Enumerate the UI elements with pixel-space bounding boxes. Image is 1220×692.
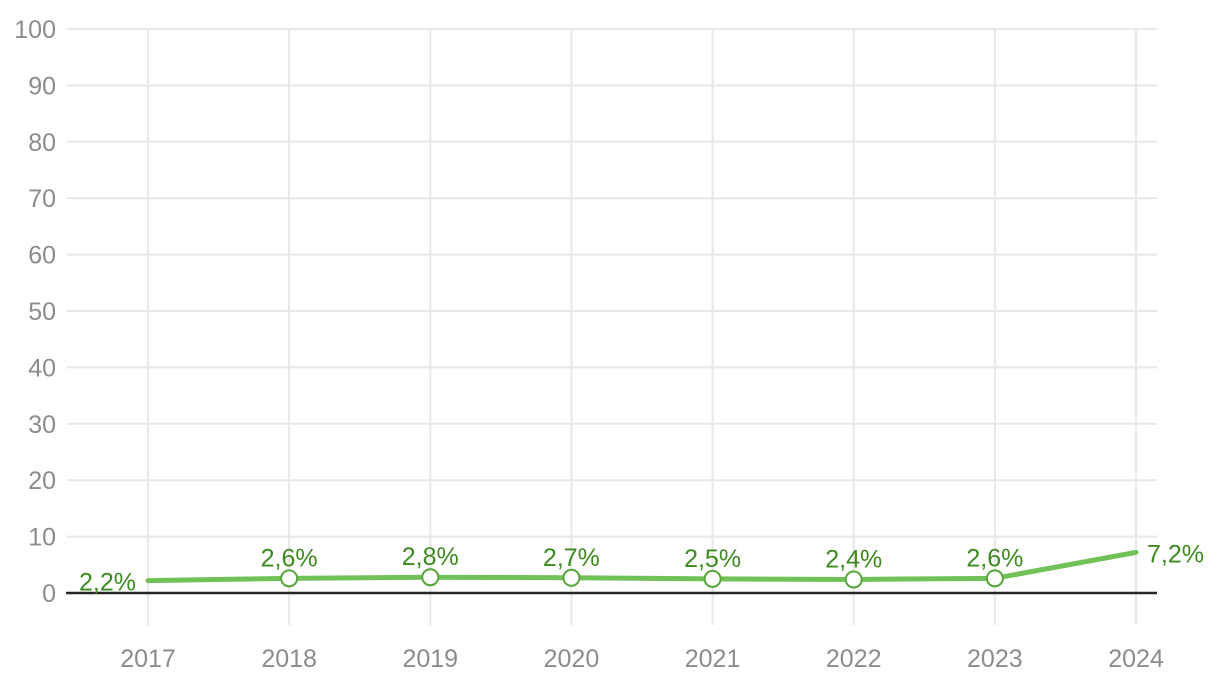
data-point-label: 2,5%	[684, 545, 741, 573]
x-tick-label: 2019	[402, 645, 458, 673]
y-tick-label: 30	[28, 411, 56, 439]
data-point-label: 7,2%	[1147, 540, 1204, 568]
data-point-marker	[703, 569, 722, 588]
x-tick-label: 2022	[826, 645, 882, 673]
data-line	[145, 549, 1139, 584]
x-tick-label: 2017	[120, 645, 176, 673]
y-tick-label: 0	[42, 580, 56, 608]
x-tick-label: 2018	[261, 645, 317, 673]
y-tick-label: 40	[28, 354, 56, 382]
data-point-label: 2,2%	[79, 569, 136, 597]
x-tick-label: 2021	[685, 645, 741, 673]
data-point-marker	[844, 570, 863, 589]
data-point-label: 2,6%	[261, 544, 318, 572]
data-point-label: 2,8%	[402, 543, 459, 571]
y-tick-label: 90	[28, 72, 56, 100]
data-point-marker	[985, 569, 1004, 588]
y-tick-label: 60	[28, 242, 56, 270]
x-tick-label: 2020	[544, 645, 600, 673]
y-tick-label: 50	[28, 298, 56, 326]
data-point-label: 2,4%	[825, 545, 882, 573]
x-tick-label: 2023	[967, 645, 1023, 673]
data-point-label: 2,7%	[543, 544, 600, 572]
y-tick-label: 70	[28, 185, 56, 213]
y-tick-label: 100	[14, 16, 56, 44]
data-point-marker	[421, 568, 440, 587]
x-tick-label: 2024	[1108, 645, 1164, 673]
data-point-label: 2,6%	[966, 544, 1023, 572]
y-tick-label: 10	[28, 524, 56, 552]
y-tick-label: 80	[28, 129, 56, 157]
data-point-marker	[562, 568, 581, 587]
data-point-marker	[280, 569, 299, 588]
y-tick-label: 20	[28, 467, 56, 495]
